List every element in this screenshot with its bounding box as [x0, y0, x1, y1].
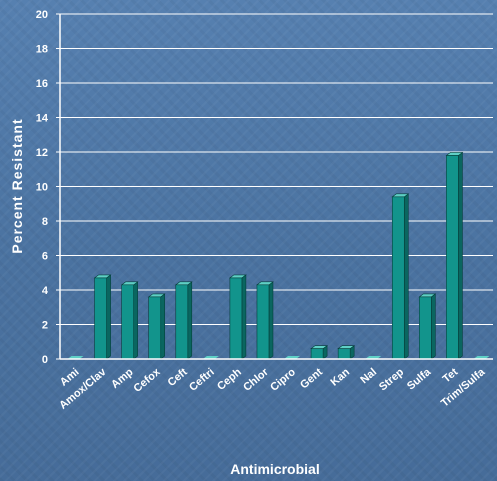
bar-side: [241, 274, 247, 360]
bar-front: [256, 284, 270, 360]
bar-front: [391, 196, 405, 360]
y-tick-label: 16: [36, 78, 48, 90]
x-tick-label: Cipro: [268, 366, 298, 394]
x-tick-label: Ceph: [215, 366, 244, 393]
bar-side: [106, 274, 111, 360]
bar-front: [121, 284, 134, 360]
bar-front: [175, 284, 189, 360]
y-tick-label: 0: [42, 354, 48, 366]
bars: [67, 151, 490, 360]
bar: [310, 345, 328, 360]
bar: [229, 274, 247, 360]
bar: [120, 281, 139, 360]
bar-front: [94, 277, 107, 360]
bar: [391, 193, 410, 360]
y-tick-label: 12: [36, 147, 48, 159]
bar-front: [148, 296, 162, 360]
bar: [337, 345, 356, 360]
bar: [256, 281, 274, 360]
y-tick-label: 20: [36, 9, 48, 21]
x-tick-label: Nal: [358, 366, 379, 386]
bar-side: [160, 293, 166, 360]
bar-side: [133, 281, 138, 360]
bar: [418, 293, 437, 360]
y-tick-label: 18: [36, 44, 48, 56]
bar-front: [419, 296, 432, 360]
axes: [59, 14, 493, 360]
x-tick-label: Gent: [298, 366, 325, 392]
y-axis-title: Percent Resistant: [9, 118, 25, 253]
bar: [147, 293, 166, 360]
y-tick-label: 4: [42, 285, 49, 297]
bar-side: [268, 281, 274, 360]
x-tick-label: Chlor: [241, 366, 271, 394]
y-tick-label: 2: [42, 320, 48, 332]
y-tick-label: 14: [36, 113, 49, 125]
bar-front: [229, 277, 243, 360]
x-tick-label: Tet: [441, 366, 461, 385]
bar-front: [337, 348, 351, 360]
x-tick-label: Kan: [328, 366, 352, 389]
x-tick-label: Ceftri: [187, 366, 217, 394]
bar-front: [446, 155, 459, 360]
x-tick-label: Ceft: [166, 366, 190, 389]
y-tick-labels: 0 2 4 6 8 10 12 14 16 18 20: [36, 9, 49, 366]
bar: [93, 274, 112, 360]
x-axis-title: Antimicrobial: [230, 461, 319, 477]
x-tick-label: Sulfa: [405, 366, 434, 393]
bar-side: [458, 151, 463, 360]
bar-side: [431, 293, 436, 360]
x-tick-label: Strep: [377, 366, 406, 393]
bar: [174, 281, 193, 360]
y-tick-label: 10: [36, 182, 48, 194]
bar-side: [187, 281, 193, 360]
bar-front: [310, 348, 324, 360]
y-tick-label: 8: [42, 216, 48, 228]
bar-side: [403, 193, 409, 360]
bar: [445, 151, 464, 360]
y-tick-label: 6: [42, 251, 48, 263]
x-tick-label: Cefox: [132, 366, 164, 395]
